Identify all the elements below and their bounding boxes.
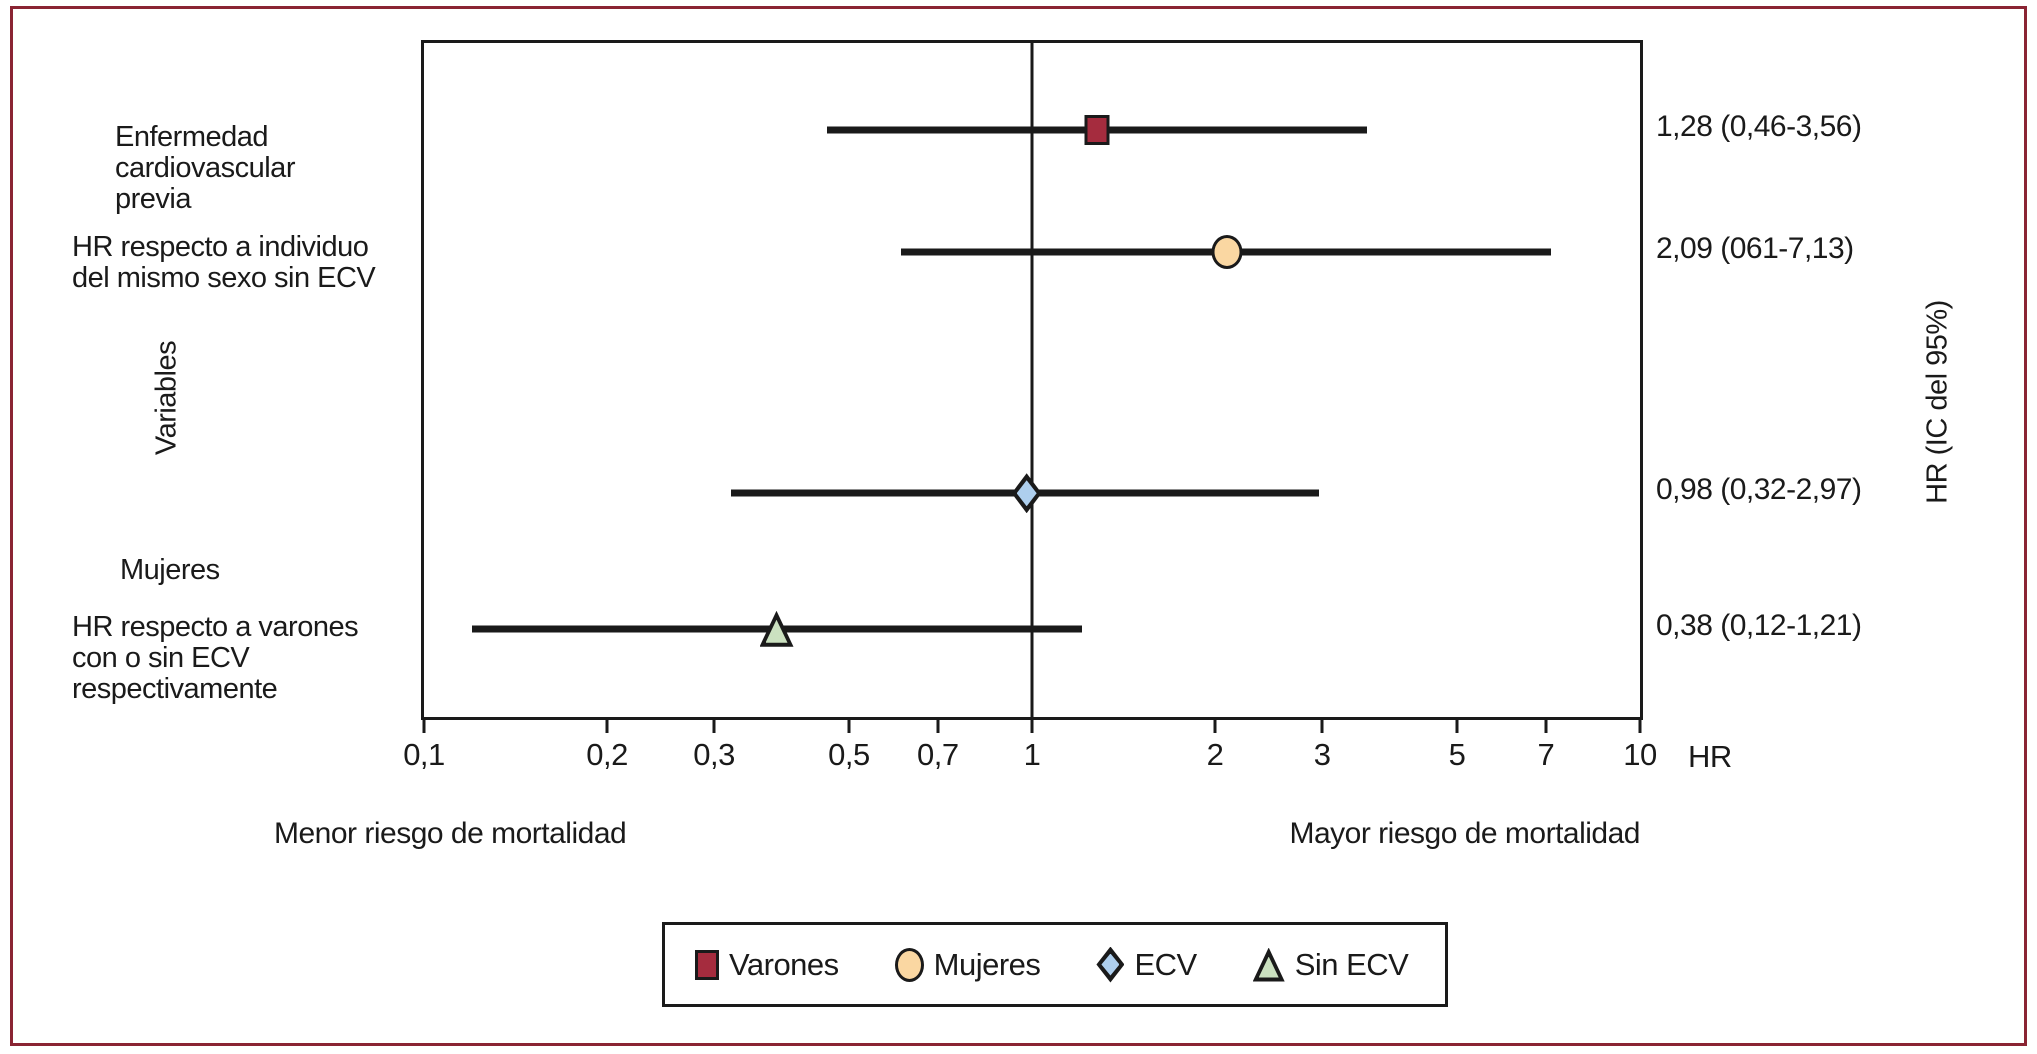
x-tick-2 <box>1213 717 1217 733</box>
y-axis-title: Variables <box>150 340 183 456</box>
plot-area: 0,1 0,2 0,3 0,5 0,7 1 2 3 5 7 10 <box>403 40 1657 772</box>
x-tick-label-10: 10 <box>1623 737 1657 772</box>
x-tick-label-2: 2 <box>1206 737 1224 772</box>
hr-ci-value-ecv: 0,98 (0,32-2,97) <box>1656 473 1862 507</box>
point-marker-ecv <box>1011 473 1042 514</box>
hr-ci-value-sin-ecv: 0,38 (0,12-1,21) <box>1656 608 1862 642</box>
x-tick-10 <box>1638 717 1642 733</box>
row-note-hr-varones: HR respecto a varones con o sin ECV resp… <box>72 611 359 705</box>
x-tick-5 <box>1455 717 1459 733</box>
x-tick-1 <box>1030 717 1034 733</box>
legend-label-sin-ecv: Sin ECV <box>1294 946 1409 982</box>
x-tick-label-5: 5 <box>1448 737 1466 772</box>
legend-label-ecv: ECV <box>1134 946 1197 982</box>
x-tick-0-5 <box>847 717 851 733</box>
reference-line-hr-1 <box>1030 43 1034 717</box>
right-axis-title-hr-ic95: HR (IC del 95%) <box>1921 300 1954 504</box>
legend-item-ecv: ECV <box>1096 946 1197 983</box>
point-marker-varones <box>1084 114 1110 145</box>
legend-marker-mujeres <box>894 947 924 982</box>
row-group-label-ecv-previa: Enfermedad cardiovascular previa <box>115 121 295 215</box>
x-tick-0-2 <box>605 717 609 733</box>
legend-label-varones: Varones <box>729 946 839 982</box>
x-tick-7 <box>1544 717 1548 733</box>
x-tick-0-3 <box>712 717 716 733</box>
hr-ci-value-varones: 1,28 (0,46-3,56) <box>1656 109 1862 143</box>
legend-label-mujeres: Mujeres <box>933 946 1041 982</box>
x-tick-label-0-2: 0,2 <box>586 737 628 772</box>
x-tick-3 <box>1320 717 1324 733</box>
hr-ci-value-mujeres: 2,09 (061-7,13) <box>1656 231 1854 265</box>
x-tick-0-7 <box>936 717 940 733</box>
legend-marker-ecv <box>1096 946 1125 983</box>
legend-marker-varones <box>695 949 719 980</box>
x-tick-label-1: 1 <box>1023 737 1041 772</box>
x-tick-label-7: 7 <box>1537 737 1555 772</box>
x-axis-title-hr: HR <box>1688 739 1732 774</box>
x-tick-label-0-1: 0,1 <box>403 737 445 772</box>
x-tick-0-1 <box>422 717 426 733</box>
x-tick-label-3: 3 <box>1313 737 1331 772</box>
legend-item-varones: Varones <box>695 947 839 983</box>
x-tick-label-0-3: 0,3 <box>693 737 735 772</box>
point-marker-mujeres <box>1211 234 1243 269</box>
legend-item-mujeres: Mujeres <box>894 946 1041 983</box>
x-tick-label-0-7: 0,7 <box>917 737 959 772</box>
legend-item-sin-ecv: Sin ECV <box>1252 946 1409 983</box>
row-note-hr-mismo-sexo: HR respecto a individuo del mismo sexo s… <box>72 231 376 294</box>
row-group-label-mujeres: Mujeres <box>120 554 220 586</box>
direction-label-higher-risk: Mayor riesgo de mortalidad <box>1289 817 1640 850</box>
legend-box: Varones Mujeres ECV Sin ECV <box>662 922 1448 1007</box>
direction-label-lower-risk: Menor riesgo de mortalidad <box>274 817 627 850</box>
legend-marker-sin-ecv <box>1252 947 1285 982</box>
x-tick-label-0-5: 0,5 <box>828 737 870 772</box>
